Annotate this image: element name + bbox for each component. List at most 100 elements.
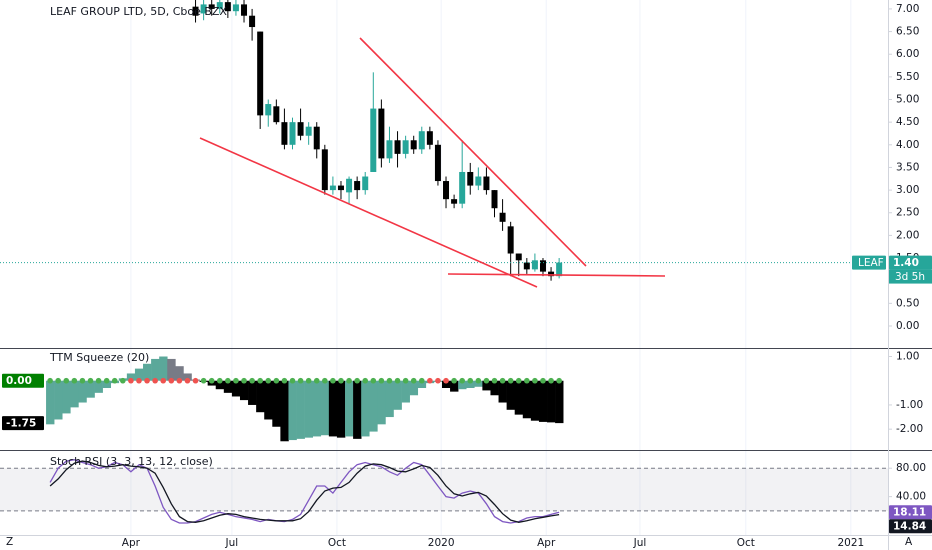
pane-title: TTM Squeeze (20) <box>49 351 149 364</box>
candle-body <box>548 271 555 277</box>
histogram-bar <box>231 380 241 397</box>
squeeze-dot <box>225 377 231 384</box>
squeeze-dot <box>556 377 562 384</box>
candle-body <box>370 108 377 172</box>
squeeze-dot <box>87 377 94 384</box>
y-tick-label: -2.00 <box>896 423 923 435</box>
histogram-bar <box>490 380 499 396</box>
y-tick-label: 80.00 <box>896 462 926 474</box>
squeeze-pane <box>46 356 564 442</box>
squeeze-dot <box>103 377 110 384</box>
histogram-bar <box>441 380 451 388</box>
histogram-bar <box>126 373 136 381</box>
y-tick-label: 0.00 <box>896 320 919 332</box>
candle-body <box>539 260 546 272</box>
histogram-bar <box>143 363 152 381</box>
y-tick-label: 6.50 <box>896 26 919 38</box>
squeeze-dot <box>273 377 280 384</box>
countdown-label: 3d 5h <box>895 271 925 283</box>
candle-body <box>297 122 304 136</box>
squeeze-dot <box>515 377 522 384</box>
histogram-bar <box>134 368 144 381</box>
histogram-bar <box>248 380 257 405</box>
last-value-label-box <box>889 519 932 534</box>
histogram-bar <box>102 380 111 388</box>
histogram-bar <box>272 380 281 427</box>
last-price-label-box <box>889 255 932 270</box>
squeeze-dot <box>346 377 352 384</box>
squeeze-dot <box>427 377 433 384</box>
last-value-label-box <box>889 505 932 520</box>
squeeze-dot <box>184 377 191 384</box>
histogram-bar <box>280 380 289 442</box>
histogram-bar <box>377 380 386 425</box>
histogram-bar <box>393 380 402 410</box>
candle-body <box>491 190 498 209</box>
squeeze-dot <box>257 377 263 384</box>
squeeze-dot <box>216 377 223 384</box>
y-tick-label: 5.00 <box>896 94 919 106</box>
histogram-bar <box>458 380 467 390</box>
histogram-bar <box>522 380 532 419</box>
candle-body <box>232 4 239 12</box>
histogram-bar <box>320 380 330 436</box>
squeeze-dot <box>128 377 134 384</box>
y-tick-label: 0.50 <box>896 297 919 309</box>
squeeze-dot <box>160 377 167 384</box>
candle-body <box>273 106 280 123</box>
histogram-bar <box>175 366 184 381</box>
band <box>0 468 888 511</box>
y-tick-label: 7.00 <box>896 3 919 15</box>
stoch-line <box>49 460 560 523</box>
squeeze-dot <box>362 377 369 384</box>
squeeze-dot <box>313 377 320 384</box>
squeeze-dot <box>192 377 199 384</box>
squeeze-dot <box>47 377 53 384</box>
candle-body <box>200 4 207 14</box>
histogram-bar <box>296 380 305 439</box>
x-tick-label: 2020 <box>428 537 455 549</box>
histogram-bar <box>62 380 71 414</box>
squeeze-dot <box>443 377 449 384</box>
corner-label[interactable]: Z <box>6 536 13 548</box>
y-tick-label: 4.50 <box>896 116 919 128</box>
histogram-bar <box>288 380 297 441</box>
x-tick-label: 2021 <box>837 537 864 549</box>
candle-body <box>337 185 344 191</box>
squeeze-dot <box>152 377 158 384</box>
candle-body <box>499 212 506 222</box>
squeeze-dot <box>305 377 312 384</box>
x-tick-label: Oct <box>737 537 755 549</box>
histogram-bar <box>78 380 87 403</box>
histogram-bar <box>530 380 540 421</box>
corner-label[interactable]: A <box>905 536 913 548</box>
squeeze-dot <box>95 377 102 384</box>
histogram-bar <box>86 380 95 398</box>
squeeze-dot <box>435 377 441 384</box>
candle-body <box>556 262 563 277</box>
squeeze-dot <box>499 377 506 384</box>
squeeze-dot <box>233 377 239 384</box>
symbol-label: LEAF <box>858 257 884 269</box>
histogram-bar <box>385 380 394 418</box>
candle-body <box>402 140 409 154</box>
candle-body <box>475 176 482 186</box>
candle-body <box>378 108 385 159</box>
squeeze-dot <box>176 377 183 384</box>
last-price-label: 1.40 <box>893 257 919 269</box>
candle-body <box>257 31 264 116</box>
histogram-bar <box>547 380 556 423</box>
y-tick-label: 40.00 <box>896 491 926 503</box>
y-tick-label: 4.00 <box>896 139 919 151</box>
candle-body <box>354 181 361 191</box>
grid <box>130 0 852 535</box>
candle-body <box>426 131 433 145</box>
squeeze-dot <box>540 377 546 384</box>
histogram-bar <box>417 380 427 388</box>
candle-body <box>418 131 425 150</box>
y-tick-label: 2.50 <box>896 207 919 219</box>
x-tick-label: Jul <box>225 537 239 549</box>
squeeze-dot <box>378 377 385 384</box>
histogram-bar <box>159 356 168 381</box>
